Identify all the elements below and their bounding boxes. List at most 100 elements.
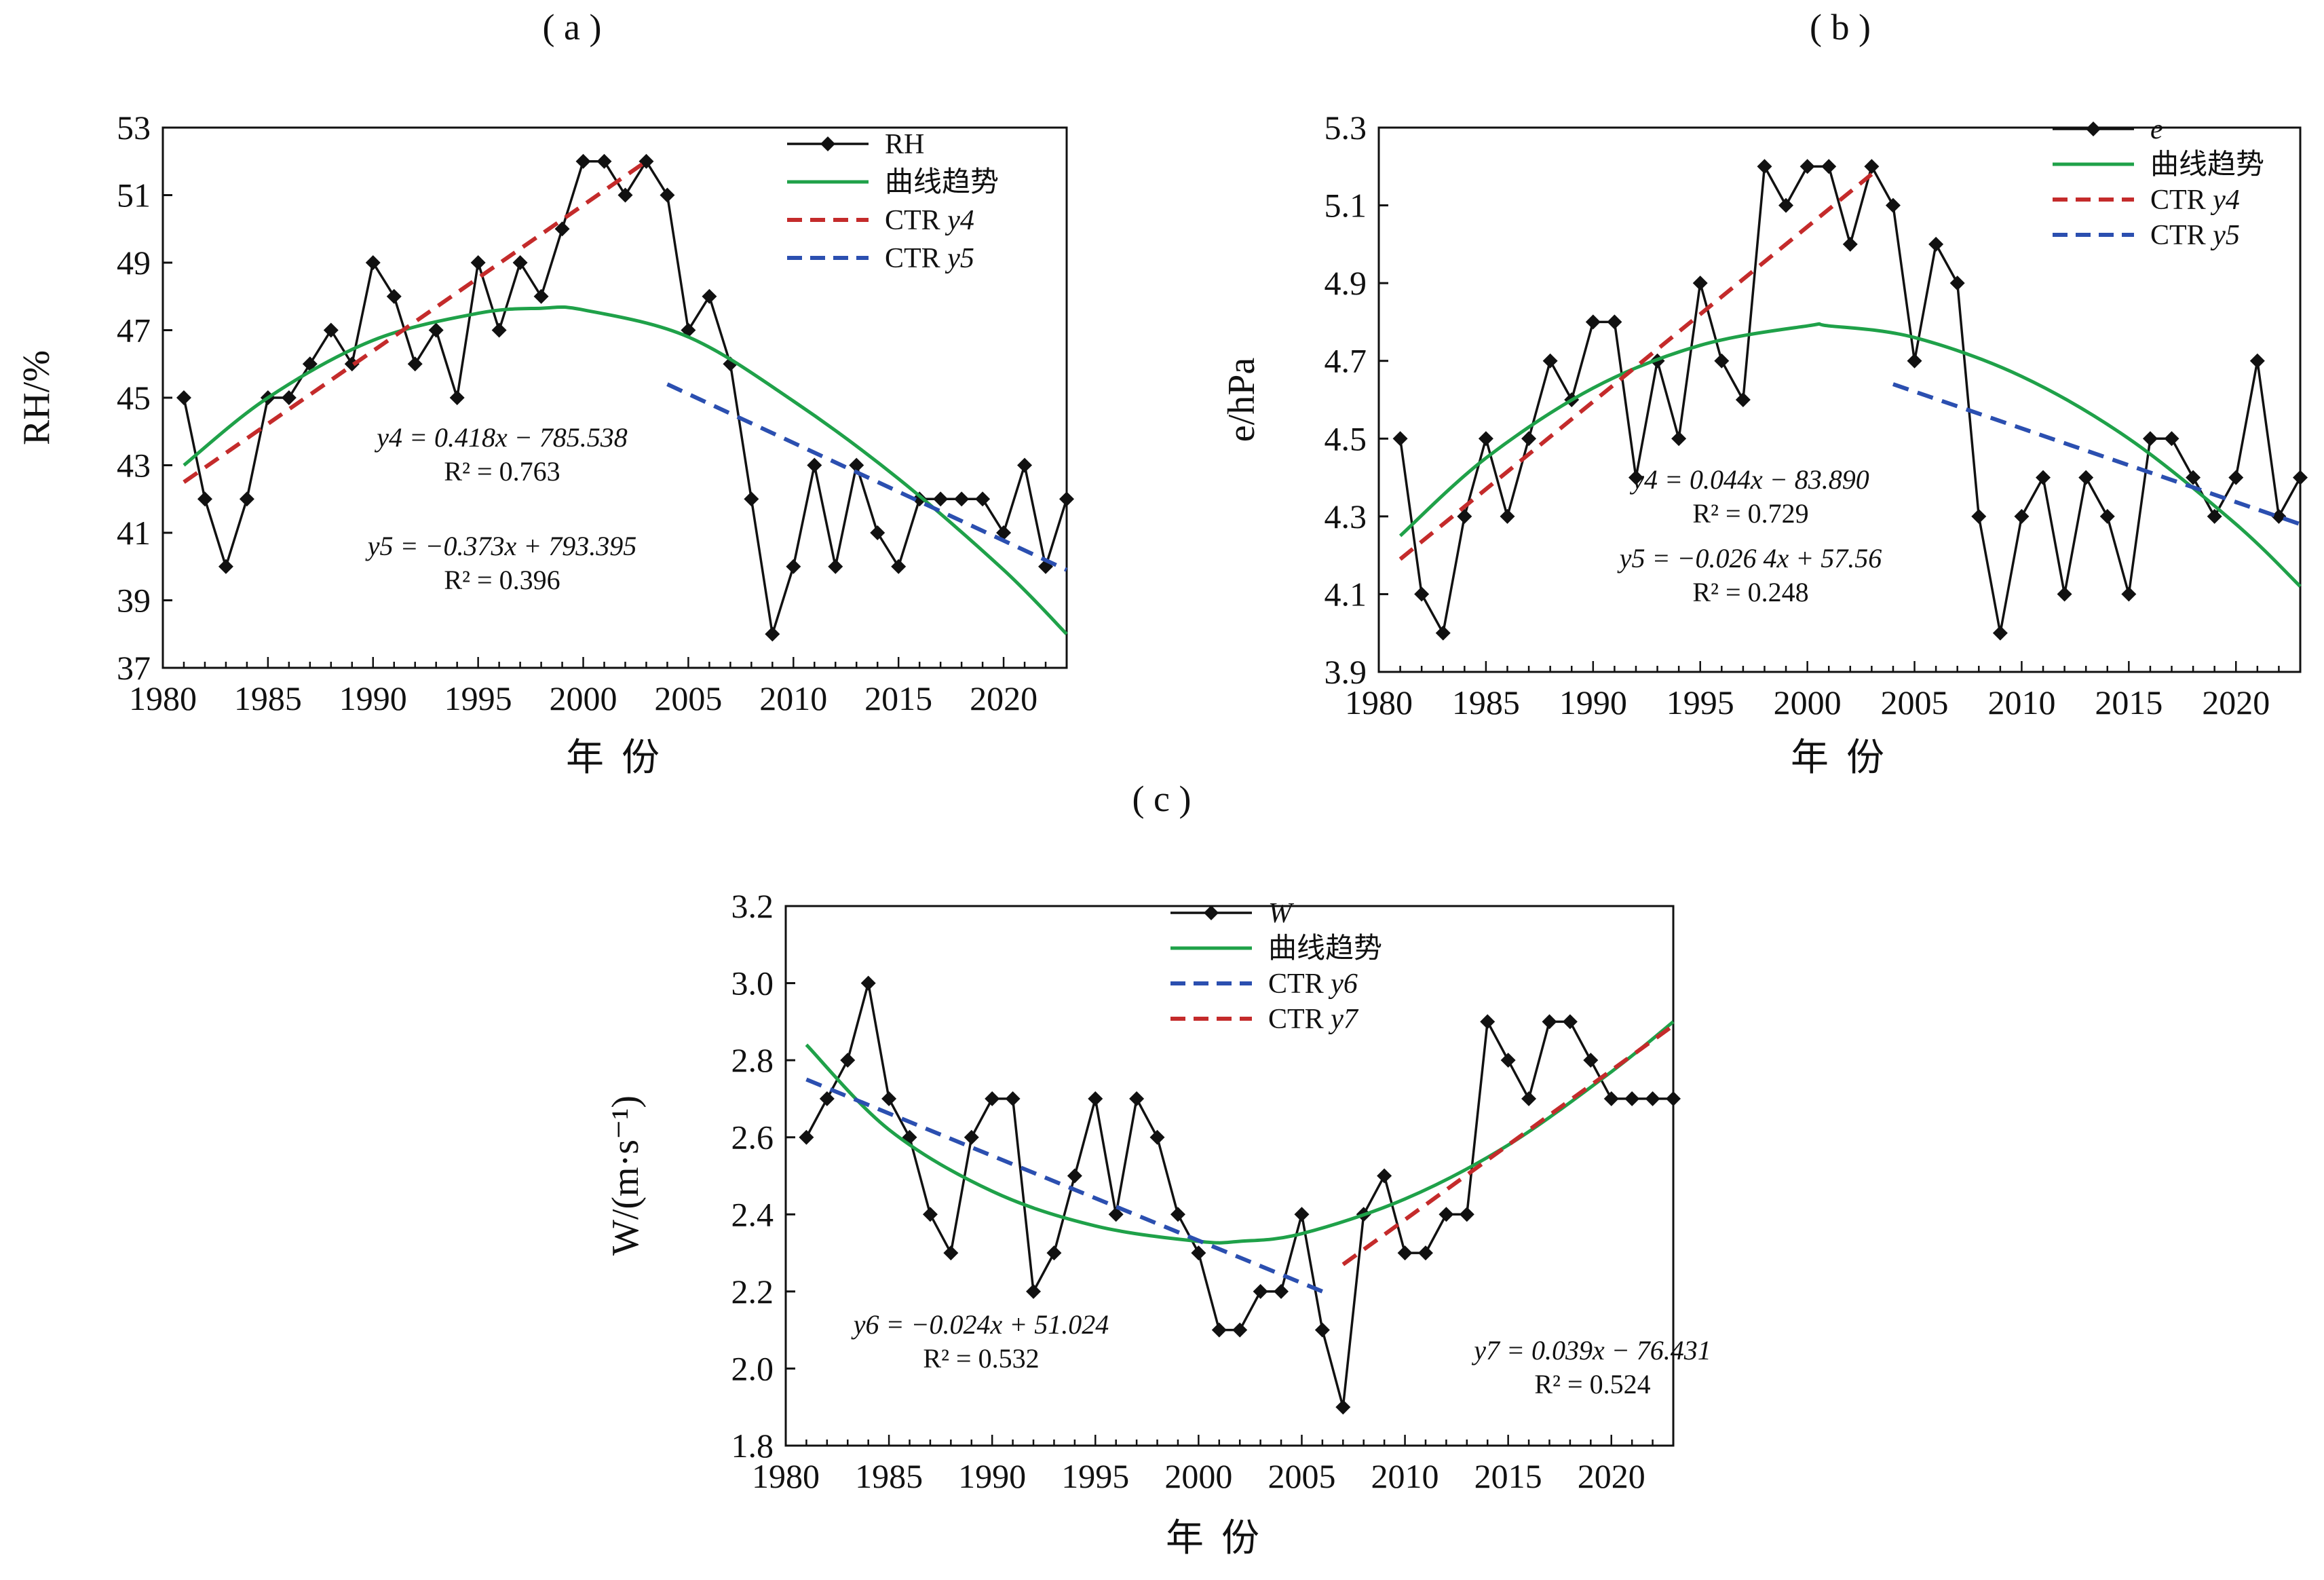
data-point: [1607, 314, 1622, 330]
data-point: [470, 255, 486, 270]
trend-curve: [183, 305, 1068, 636]
x-tick-label: 1990: [339, 679, 407, 717]
x-tick-label: 2020: [970, 679, 1037, 717]
data-point: [1129, 1091, 1145, 1106]
data-point: [860, 975, 876, 991]
data-point: [819, 1091, 835, 1106]
data-point: [512, 255, 528, 270]
y-tick-label: 41: [117, 514, 151, 552]
data-point: [575, 153, 591, 169]
x-tick-label: 1995: [1666, 683, 1734, 721]
data-point: [617, 187, 633, 203]
data-point: [1170, 1207, 1185, 1222]
x-axis-title: 年 份: [566, 737, 664, 779]
y-tick-label: 47: [117, 312, 151, 350]
y-axis-title: e/hPa: [1221, 358, 1263, 443]
legend-label: CTR y6: [1268, 968, 1358, 1000]
x-tick-label: 2010: [759, 679, 827, 717]
data-point: [1885, 198, 1901, 213]
x-tick-label: 2010: [1371, 1457, 1439, 1495]
data-point: [1480, 1014, 1496, 1030]
x-tick-label: 2010: [1987, 683, 2055, 721]
x-tick-label: 1985: [234, 679, 302, 717]
data-point: [2142, 431, 2158, 447]
data-point: [912, 491, 928, 507]
x-tick-label: 1995: [444, 679, 512, 717]
panel-label: ( c ): [1132, 778, 1192, 819]
data-point: [1628, 470, 1643, 485]
data-point: [933, 491, 949, 507]
legend-label: e: [2150, 114, 2163, 145]
y-tick-label: 5.1: [1325, 187, 1367, 225]
fit-line-ctr-y6: [805, 1077, 1324, 1294]
data-point: [1046, 1245, 1062, 1261]
data-point: [1059, 491, 1074, 507]
data-point: [1439, 1207, 1454, 1222]
data-point: [1108, 1207, 1124, 1222]
data-point: [1088, 1091, 1103, 1106]
y-axis-title: RH/%: [16, 350, 58, 445]
data-point: [1435, 625, 1451, 641]
y-tick-label: 4.5: [1325, 419, 1367, 457]
data-point: [1821, 159, 1837, 174]
data-point: [1928, 236, 1944, 252]
data-point: [1232, 1322, 1248, 1338]
data-point: [849, 457, 864, 473]
data-point: [786, 559, 801, 574]
panel-label: ( a ): [543, 7, 602, 48]
equation-text: y4 = 0.418x − 785.538: [374, 422, 628, 453]
x-tick-label: 2015: [2095, 683, 2163, 721]
r-squared-text: R² = 0.763: [444, 456, 560, 487]
data-point: [1583, 1053, 1599, 1068]
legend-label: 曲线趋势: [885, 167, 999, 198]
data-point: [1757, 159, 1772, 174]
legend-marker: [820, 136, 835, 151]
data-point: [2057, 586, 2072, 602]
data-point: [1521, 431, 1537, 447]
legend-label: CTR y4: [885, 205, 974, 236]
data-point: [1377, 1168, 1392, 1184]
fit-line-ctr-y5: [666, 382, 1068, 572]
data-point: [954, 491, 970, 507]
y-tick-label: 4.1: [1325, 575, 1367, 613]
data-point: [1149, 1129, 1165, 1145]
data-point: [2228, 470, 2244, 485]
data-point: [239, 491, 254, 507]
data-point: [365, 255, 381, 270]
data-point: [840, 1053, 856, 1068]
y-tick-label: 4.9: [1325, 264, 1367, 302]
data-point: [491, 322, 507, 338]
data-point: [1457, 508, 1472, 524]
data-point: [1542, 1014, 1557, 1030]
x-tick-label: 2000: [1164, 1457, 1232, 1495]
data-point: [1864, 159, 1880, 174]
fit-line-ctr-y5: [1892, 382, 2301, 527]
data-point: [1314, 1322, 1330, 1338]
data-point: [533, 288, 549, 304]
data-point: [2099, 508, 2115, 524]
fit-line-ctr-y4: [183, 159, 648, 484]
data-point: [1692, 276, 1708, 291]
data-point: [1500, 508, 1515, 524]
y-tick-label: 2.6: [731, 1118, 774, 1156]
legend-label: RH: [885, 129, 924, 160]
data-point: [1459, 1207, 1474, 1222]
y-tick-label: 53: [117, 109, 151, 147]
data-point: [2078, 470, 2094, 485]
y-tick-label: 3.9: [1325, 653, 1367, 691]
data-point: [2186, 470, 2201, 485]
r-squared-text: R² = 0.532: [923, 1343, 1039, 1374]
data-point: [176, 390, 191, 405]
data-point: [891, 559, 907, 574]
data-point: [1714, 353, 1730, 369]
legend-label: CTR y4: [2150, 185, 2240, 216]
legend-label: W: [1268, 898, 1295, 929]
equation-text: y4 = 0.044x − 83.890: [1629, 464, 1869, 495]
data-point: [1603, 1091, 1619, 1106]
data-point: [2121, 586, 2137, 602]
legend-marker: [1204, 905, 1219, 920]
data-point: [1949, 276, 1965, 291]
x-tick-label: 1990: [958, 1457, 1026, 1495]
data-point: [1585, 314, 1601, 330]
data-point: [428, 322, 444, 338]
